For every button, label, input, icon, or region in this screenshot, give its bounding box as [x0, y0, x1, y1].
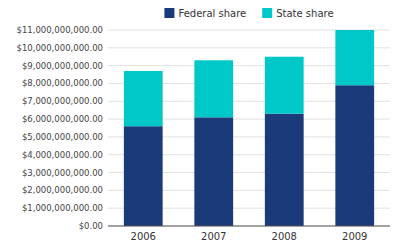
bar-segment	[265, 114, 304, 226]
y-tick-label: $6,000,000,000.00	[22, 114, 103, 124]
bar-segment	[335, 30, 374, 85]
legend-item: Federal share	[164, 8, 246, 19]
x-tick-label: 2008	[272, 231, 297, 242]
grid-line	[108, 226, 390, 227]
y-tick-label: $0.00	[79, 221, 103, 231]
x-tick-label: 2006	[131, 231, 156, 242]
y-tick-label: $5,000,000,000.00	[22, 132, 103, 142]
bar-segment	[265, 57, 304, 114]
bar-segment	[335, 85, 374, 226]
y-tick-label: $4,000,000,000.00	[22, 150, 103, 160]
bar-segment	[194, 117, 233, 226]
bars	[124, 30, 374, 226]
y-tick-label: $11,000,000,000.00	[16, 25, 103, 35]
legend-item: State share	[262, 8, 333, 19]
x-tick-label: 2007	[201, 231, 226, 242]
y-tick-label: $2,000,000,000.00	[22, 185, 103, 195]
y-tick-label: $9,000,000,000.00	[22, 61, 103, 71]
y-tick-label: $7,000,000,000.00	[22, 96, 103, 106]
y-tick-label: $8,000,000,000.00	[22, 78, 103, 88]
legend-label: State share	[276, 8, 333, 19]
bar-segment	[194, 60, 233, 117]
x-axis: 2006 2007 2008 2009	[108, 226, 390, 242]
y-tick-label: $10,000,000,000.00	[16, 43, 103, 53]
chart: $0.00 $1,000,000,000.00 $2,000,000,000.00 $…	[0, 0, 400, 250]
y-axis: $0.00 $1,000,000,000.00 $2,000,000,000.00 $…	[16, 25, 390, 231]
legend-swatch	[164, 8, 174, 18]
legend-swatch	[262, 8, 272, 18]
x-axis-line	[108, 226, 390, 227]
legend: Federal share State share	[164, 8, 333, 19]
legend-label: Federal share	[178, 8, 246, 19]
y-tick-label: $3,000,000,000.00	[22, 168, 103, 178]
bar-segment	[124, 126, 163, 226]
y-tick-label: $1,000,000,000.00	[22, 203, 103, 213]
bar-segment	[124, 71, 163, 126]
x-tick-label: 2009	[342, 231, 367, 242]
